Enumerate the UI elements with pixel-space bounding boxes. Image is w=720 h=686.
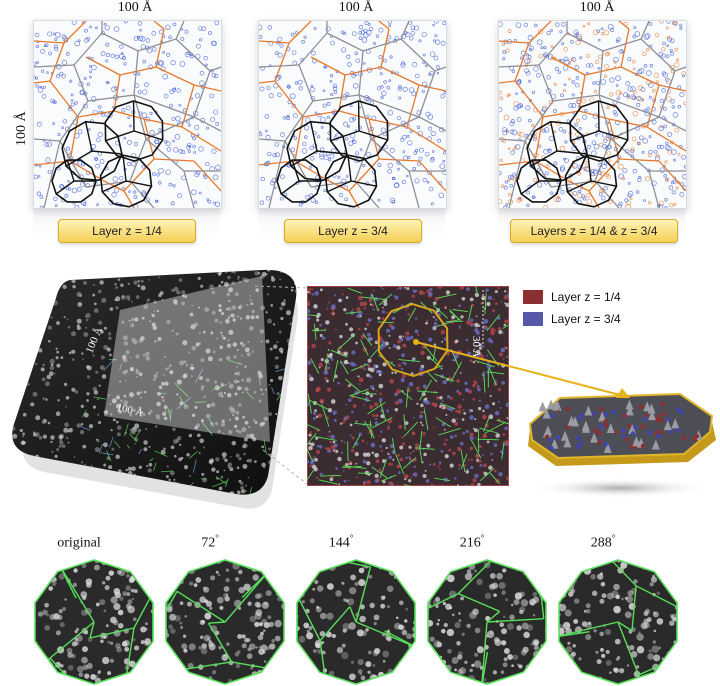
- legend-item-layer-1: Layer z = 1/4: [523, 290, 621, 304]
- tiling-panel-layer-1: [33, 20, 222, 209]
- scale-label-side: 100 Å: [14, 111, 30, 146]
- legend-swatch-layer-2: [523, 312, 543, 326]
- decagon-rot-216: [423, 558, 551, 686]
- legend-label-layer-1: Layer z = 1/4: [551, 290, 621, 304]
- rotation-label-288: 288°: [558, 533, 648, 552]
- tiling-panel-layer-2: [258, 20, 447, 209]
- pointer-arrow: [410, 330, 650, 410]
- tiling-figure-layers-both: [499, 21, 686, 208]
- tiling-figure-layer-1: [34, 21, 221, 208]
- scale-label-top-2: 100 Å: [326, 0, 386, 16]
- legend: Layer z = 1/4 Layer z = 3/4: [523, 290, 621, 326]
- decagon-rot-144: [292, 558, 420, 686]
- legend-label-layer-2: Layer z = 3/4: [551, 312, 621, 326]
- decagon-rot-288: [554, 558, 682, 686]
- scale-label-top-1: 100 Å: [105, 0, 165, 16]
- legend-item-layer-2: Layer z = 3/4: [523, 312, 621, 326]
- rotation-label-216: 216°: [427, 533, 517, 552]
- legend-swatch-layer-1: [523, 290, 543, 304]
- decagon-original: [30, 558, 158, 686]
- rotation-label-144: 144°: [296, 533, 386, 552]
- layer-tag-3: Layers z = 1/4 & z = 3/4: [510, 219, 678, 243]
- zoom-connector-lines: [255, 270, 315, 500]
- layer-tag-2: Layer z = 3/4: [284, 219, 422, 243]
- tiling-figure-layer-2: [259, 21, 446, 208]
- rotation-label-72: 72°: [165, 533, 255, 552]
- layer-tag-1: Layer z = 1/4: [58, 219, 196, 243]
- scale-label-top-3: 100 Å: [567, 0, 627, 16]
- tiling-panel-layers-both: [498, 20, 687, 209]
- decagon-rot-72: [161, 558, 289, 686]
- rotation-label-0: original: [34, 533, 124, 552]
